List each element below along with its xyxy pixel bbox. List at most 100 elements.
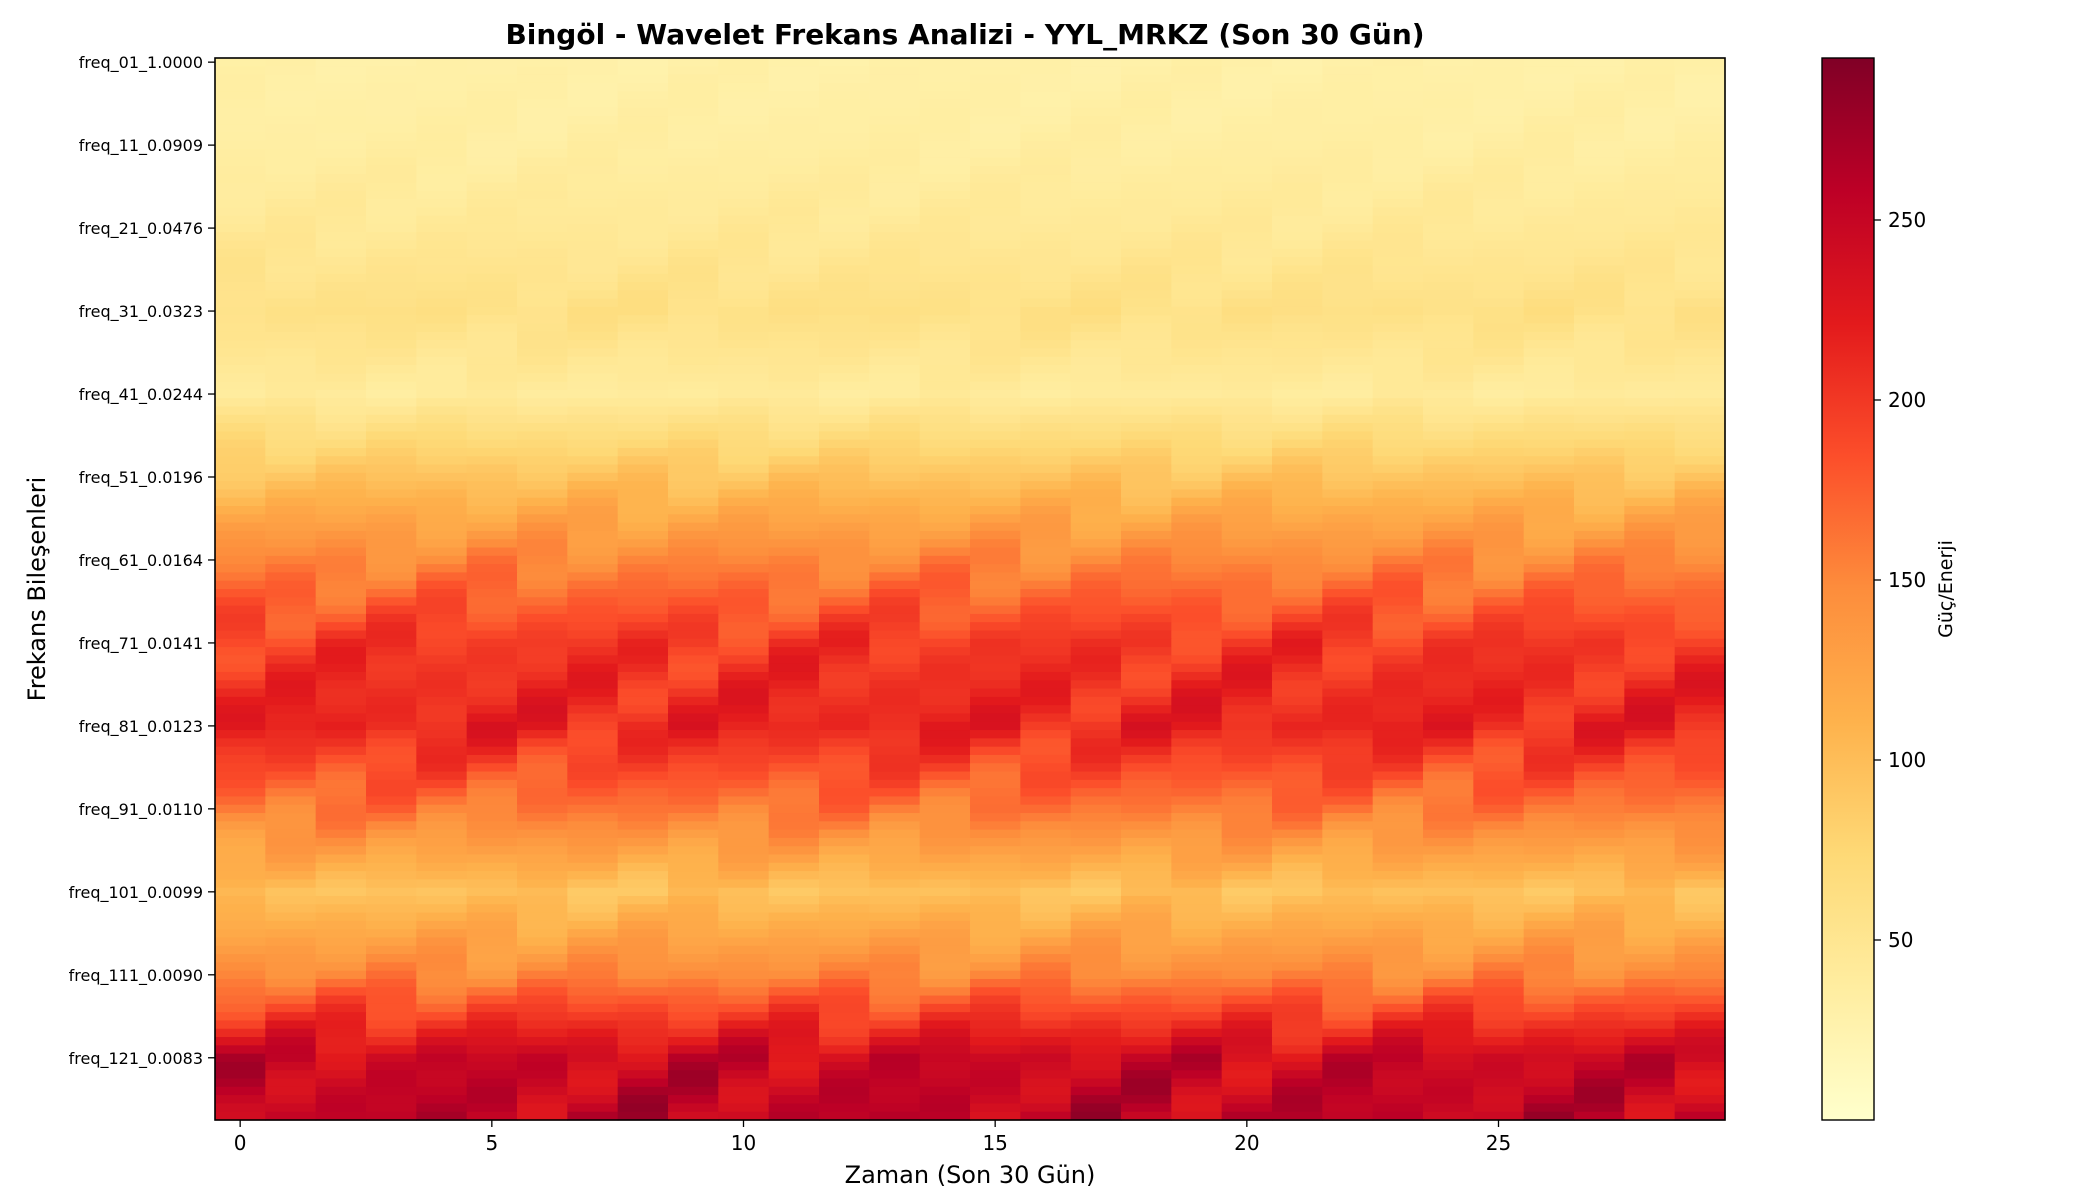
heatmap-cell (718, 1078, 770, 1088)
heatmap-cell (1020, 904, 1072, 914)
heatmap-cell (315, 1103, 367, 1113)
heatmap-cell (869, 182, 921, 192)
heatmap-cell (1171, 464, 1223, 474)
heatmap-cell (517, 431, 568, 441)
heatmap-cell (1372, 995, 1424, 1005)
heatmap-cell (1624, 124, 1676, 134)
heatmap-cell (1624, 871, 1676, 880)
heatmap-cell (1523, 987, 1575, 997)
heatmap-cell (1574, 622, 1625, 632)
heatmap-cell (416, 215, 468, 225)
heatmap-cell (1473, 439, 1525, 449)
heatmap-cell (1272, 149, 1323, 159)
heatmap-cell (1574, 730, 1625, 739)
heatmap-cell (1674, 91, 1726, 101)
heatmap-cell (1674, 290, 1726, 300)
heatmap-cell (1523, 696, 1575, 706)
heatmap-cell (1221, 215, 1273, 225)
heatmap-cell (1372, 514, 1424, 524)
heatmap-cell (366, 1045, 417, 1055)
heatmap-cell (1423, 746, 1474, 756)
heatmap-cell (919, 456, 971, 466)
heatmap-cell (1574, 323, 1625, 333)
heatmap-cell (215, 854, 266, 864)
heatmap-cell (1070, 1086, 1122, 1096)
heatmap-cell (1624, 1111, 1676, 1121)
heatmap-cell (1423, 431, 1474, 441)
heatmap-cell (517, 223, 568, 233)
heatmap-cell (869, 647, 921, 656)
heatmap-cell (1020, 605, 1072, 615)
heatmap-cell (869, 1070, 921, 1080)
heatmap-cell (819, 746, 870, 756)
heatmap-cell (1121, 796, 1172, 806)
heatmap-cell (567, 356, 619, 366)
heatmap-cell (215, 589, 266, 598)
heatmap-cell (1020, 431, 1072, 441)
heatmap-cell (1674, 431, 1726, 441)
heatmap-cell (768, 282, 820, 291)
heatmap-cell (919, 1061, 971, 1071)
heatmap-cell (1372, 605, 1424, 615)
heatmap-cell (1322, 157, 1374, 167)
heatmap-cell (1674, 223, 1726, 233)
heatmap-cell (567, 506, 619, 515)
heatmap-cell (970, 721, 1021, 731)
heatmap-cell (819, 1078, 870, 1088)
heatmap-cell (1523, 788, 1575, 798)
heatmap-cell (265, 116, 317, 125)
heatmap-cell (1574, 506, 1625, 515)
heatmap-cell (1221, 829, 1273, 839)
heatmap-cell (416, 58, 468, 67)
heatmap-cell (869, 124, 921, 134)
heatmap-cell (1574, 754, 1625, 764)
heatmap-cell (1070, 788, 1122, 798)
heatmap-cell (1473, 572, 1525, 582)
heatmap-cell (1171, 962, 1223, 972)
heatmap-cell (567, 871, 619, 880)
heatmap-cell (970, 149, 1021, 159)
heatmap-cell (1121, 1061, 1172, 1071)
heatmap-cell (466, 564, 518, 574)
heatmap-cell (1121, 331, 1172, 341)
heatmap-cell (970, 622, 1021, 632)
heatmap-cell (1574, 1095, 1625, 1105)
heatmap-cell (617, 804, 669, 814)
heatmap-cell (1121, 746, 1172, 756)
heatmap-cell (1473, 489, 1525, 499)
heatmap-cell (215, 738, 266, 748)
heatmap-cell (416, 547, 468, 557)
heatmap-cell (1272, 854, 1323, 864)
heatmap-cell (416, 107, 468, 117)
heatmap-cell (1070, 1045, 1122, 1055)
heatmap-cell (1020, 306, 1072, 316)
heatmap-cell (315, 987, 367, 997)
heatmap-cell (1523, 978, 1575, 988)
heatmap-cell (1171, 472, 1223, 482)
heatmap-cell (1523, 572, 1575, 582)
heatmap-cell (1322, 1086, 1374, 1096)
heatmap-cell (869, 66, 921, 76)
heatmap-cell (1624, 132, 1676, 142)
heatmap-cell (1171, 439, 1223, 449)
heatmap-cell (869, 240, 921, 250)
heatmap-cell (1423, 638, 1474, 648)
heatmap-cell (970, 514, 1021, 524)
heatmap-cell (366, 514, 417, 524)
heatmap-cell (466, 663, 518, 673)
heatmap-cell (265, 273, 317, 283)
heatmap-cell (819, 398, 870, 408)
heatmap-cell (617, 854, 669, 864)
heatmap-cell (970, 1012, 1021, 1022)
heatmap-cell (819, 439, 870, 449)
heatmap-cell (567, 1095, 619, 1105)
heatmap-cell (1121, 920, 1172, 930)
heatmap-cell (869, 323, 921, 333)
heatmap-cell (1020, 1053, 1072, 1063)
heatmap-cell (819, 1003, 870, 1013)
heatmap-cell (919, 248, 971, 258)
heatmap-cell (617, 223, 669, 233)
heatmap-cell (1272, 572, 1323, 582)
heatmap-cell (1020, 223, 1072, 233)
heatmap-cell (819, 356, 870, 366)
